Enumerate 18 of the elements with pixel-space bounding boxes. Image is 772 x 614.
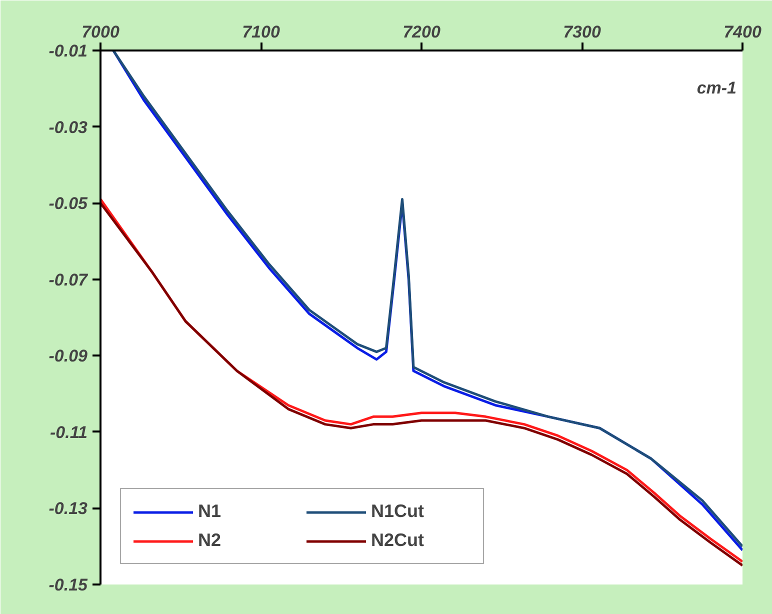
x-tick-label: 7000	[82, 22, 120, 42]
y-tick-label: -0.11	[50, 422, 88, 442]
y-tick-label: -0.03	[48, 118, 88, 137]
x-tick-label: 7400	[724, 22, 762, 42]
y-tick-label: -0.01	[48, 42, 88, 60]
x-tick-label: 7100	[242, 22, 280, 42]
x-axis-title: cm-1	[696, 78, 736, 98]
legend-label: N2	[198, 530, 222, 551]
y-tick-label: -0.07	[48, 270, 90, 290]
y-tick-label: -0.09	[48, 346, 88, 366]
legend-label: N2Cut	[371, 530, 425, 551]
legend-label: N1	[198, 501, 222, 522]
y-tick-label: -0.15	[48, 576, 88, 594]
y-tick-label: -0.05	[48, 194, 88, 214]
x-tick-label: 7200	[402, 22, 441, 42]
x-tick-label: 7300	[563, 22, 602, 42]
legend-label: N1Cut	[371, 501, 425, 522]
y-tick-label: -0.13	[48, 499, 88, 518]
